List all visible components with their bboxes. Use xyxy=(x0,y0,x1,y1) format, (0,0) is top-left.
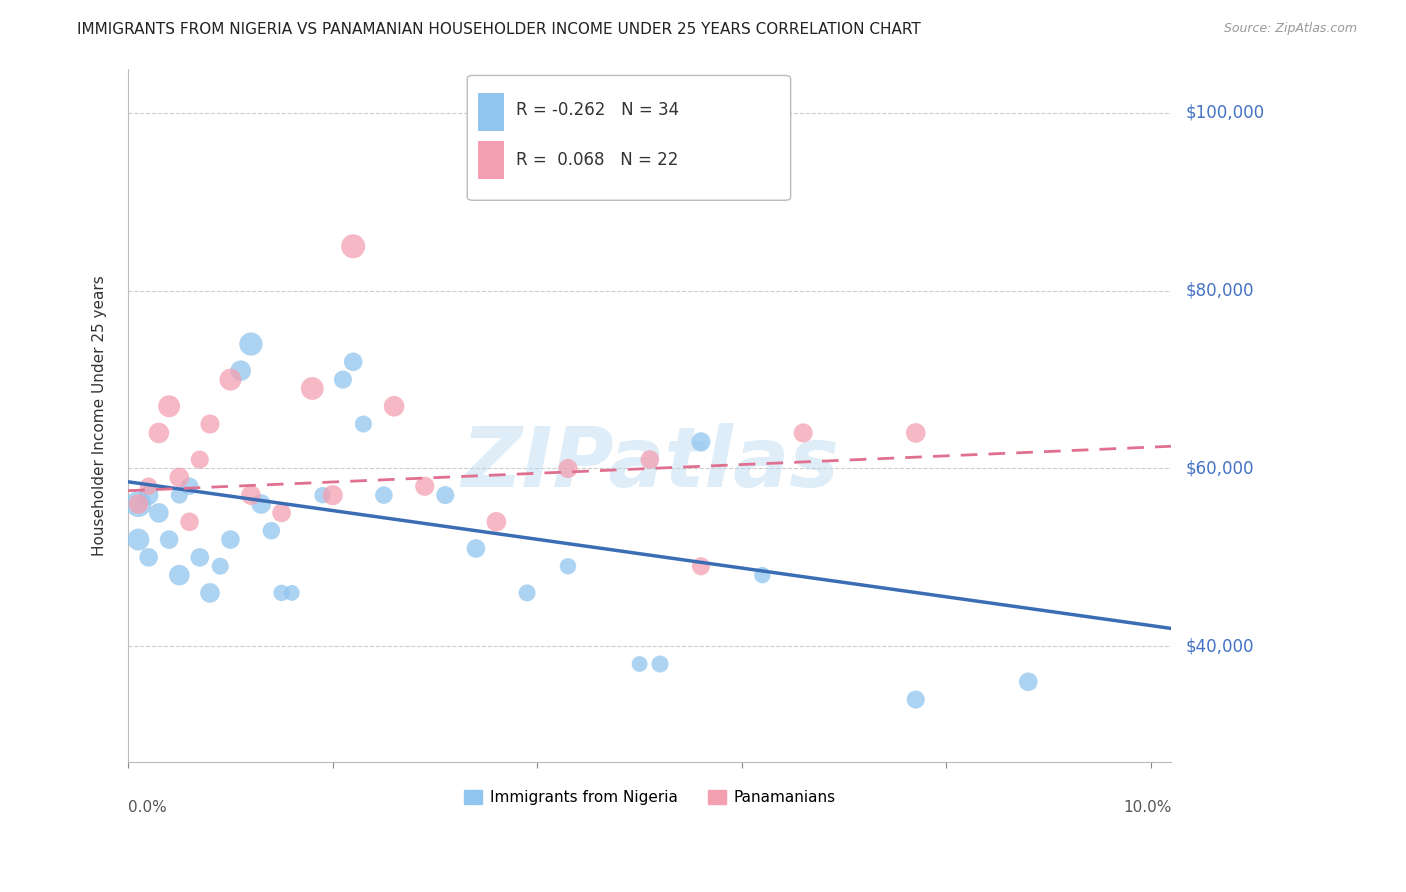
Legend: Immigrants from Nigeria, Panamanians: Immigrants from Nigeria, Panamanians xyxy=(456,782,844,814)
FancyBboxPatch shape xyxy=(467,76,790,200)
Point xyxy=(690,559,713,574)
Point xyxy=(179,479,201,493)
FancyBboxPatch shape xyxy=(478,141,503,179)
Point xyxy=(148,425,170,440)
Point xyxy=(169,488,191,502)
Text: Source: ZipAtlas.com: Source: ZipAtlas.com xyxy=(1223,22,1357,36)
Point xyxy=(516,586,538,600)
Point xyxy=(239,488,262,502)
Point xyxy=(157,533,180,547)
Point xyxy=(434,488,457,502)
Point xyxy=(792,425,814,440)
Point xyxy=(127,497,149,511)
Point xyxy=(281,586,304,600)
Point xyxy=(198,586,221,600)
Point xyxy=(250,497,273,511)
Point xyxy=(301,382,323,396)
Text: $40,000: $40,000 xyxy=(1185,637,1254,656)
Point xyxy=(169,470,191,484)
Point xyxy=(270,586,292,600)
Point xyxy=(270,506,292,520)
Point xyxy=(628,657,651,671)
Text: 10.0%: 10.0% xyxy=(1123,800,1171,815)
Point xyxy=(219,373,242,387)
Point xyxy=(138,550,160,565)
Point xyxy=(322,488,344,502)
Point xyxy=(352,417,374,431)
Point xyxy=(413,479,436,493)
Y-axis label: Householder Income Under 25 years: Householder Income Under 25 years xyxy=(93,275,107,556)
Point xyxy=(342,355,364,369)
Text: 0.0%: 0.0% xyxy=(128,800,167,815)
Point xyxy=(209,559,232,574)
Point xyxy=(638,452,661,467)
Point xyxy=(219,533,242,547)
Point xyxy=(198,417,221,431)
Text: R = -0.262   N = 34: R = -0.262 N = 34 xyxy=(516,101,679,120)
Point xyxy=(138,488,160,502)
Point xyxy=(464,541,486,556)
Point xyxy=(751,568,773,582)
Point xyxy=(1017,674,1039,689)
Text: IMMIGRANTS FROM NIGERIA VS PANAMANIAN HOUSEHOLDER INCOME UNDER 25 YEARS CORRELAT: IMMIGRANTS FROM NIGERIA VS PANAMANIAN HO… xyxy=(77,22,921,37)
Point xyxy=(188,550,211,565)
Point xyxy=(904,425,927,440)
Point xyxy=(373,488,395,502)
Point xyxy=(239,337,262,351)
Point xyxy=(342,239,364,253)
Point xyxy=(485,515,508,529)
Point xyxy=(557,559,579,574)
Point xyxy=(557,461,579,475)
Point xyxy=(138,479,160,493)
Point xyxy=(188,452,211,467)
Point xyxy=(148,506,170,520)
Text: ZIPatlas: ZIPatlas xyxy=(461,423,839,504)
Point xyxy=(311,488,333,502)
FancyBboxPatch shape xyxy=(478,93,503,131)
Point xyxy=(382,399,405,413)
Text: $100,000: $100,000 xyxy=(1185,104,1264,122)
Point xyxy=(690,434,713,449)
Point xyxy=(332,373,354,387)
Point xyxy=(229,364,252,378)
Point xyxy=(127,533,149,547)
Text: $60,000: $60,000 xyxy=(1185,459,1254,477)
Text: R =  0.068   N = 22: R = 0.068 N = 22 xyxy=(516,151,679,169)
Point xyxy=(169,568,191,582)
Text: $80,000: $80,000 xyxy=(1185,282,1254,300)
Point xyxy=(179,515,201,529)
Point xyxy=(157,399,180,413)
Point xyxy=(648,657,671,671)
Point xyxy=(904,692,927,706)
Point xyxy=(127,497,149,511)
Point xyxy=(260,524,283,538)
